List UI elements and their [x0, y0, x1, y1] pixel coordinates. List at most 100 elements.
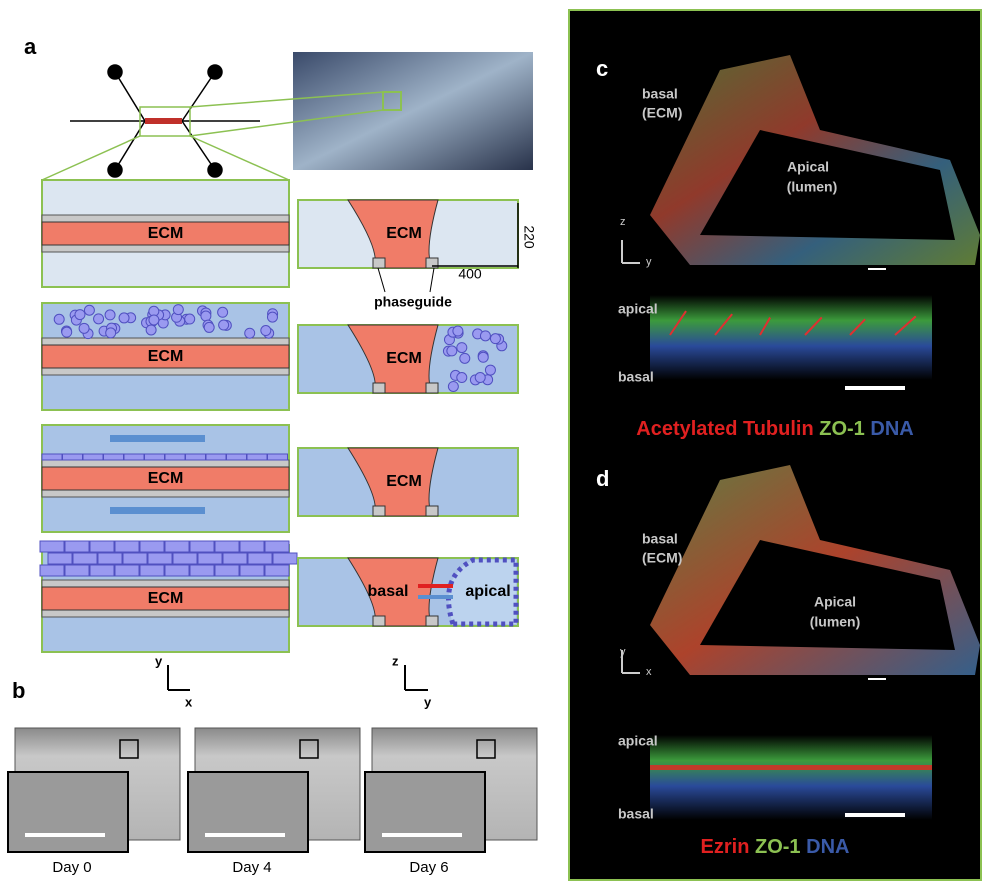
stain-name: ZO-1 [755, 836, 801, 858]
scale-bar [205, 833, 285, 837]
axis-label: x [646, 666, 652, 678]
cell [173, 553, 197, 564]
axis-label: y [155, 653, 163, 668]
cell [460, 353, 470, 363]
cell [185, 314, 195, 324]
ecm-label: ECM [148, 225, 184, 242]
shape [182, 72, 215, 121]
cell [98, 553, 122, 564]
phaseguide [373, 616, 385, 626]
label: (ECM) [642, 550, 682, 566]
axis-label: y [620, 646, 626, 658]
axis-label: y [646, 256, 652, 268]
cell [165, 454, 185, 460]
shape [430, 268, 434, 292]
transport-arrow [418, 584, 453, 588]
axes-icon [168, 665, 190, 690]
stain-name: Acetylated Tubulin [636, 418, 813, 440]
cell [219, 320, 229, 330]
cell [90, 541, 114, 552]
cell [186, 454, 206, 460]
scale-bar [25, 833, 105, 837]
panel-label: a [24, 34, 37, 59]
cell [115, 565, 139, 576]
cell [201, 311, 211, 321]
shape [190, 136, 289, 180]
cell [190, 565, 214, 576]
inset [365, 772, 485, 852]
cell [267, 312, 277, 322]
shape [378, 268, 385, 292]
ecm-label: ECM [148, 590, 184, 607]
cell [105, 310, 115, 320]
cell [480, 331, 490, 341]
phaseguide [373, 383, 385, 393]
cell [223, 553, 247, 564]
cell [248, 553, 272, 564]
cell [165, 565, 189, 576]
ecm-label: ECM [386, 350, 422, 367]
ecm-label: ECM [148, 470, 184, 487]
cell [65, 541, 89, 552]
cell [40, 541, 64, 552]
dim-label: 220 [521, 225, 537, 249]
plate-photo [293, 52, 533, 170]
cell [140, 541, 164, 552]
panel-label: d [596, 466, 609, 491]
label: (lumen) [810, 614, 861, 630]
label: (ECM) [642, 105, 682, 121]
cell [453, 326, 463, 336]
panel-label: c [596, 56, 608, 81]
cell [240, 565, 264, 576]
cell [106, 328, 116, 338]
label: apical [618, 301, 658, 317]
cell [485, 365, 495, 375]
label: Apical [787, 159, 829, 175]
cell [190, 541, 214, 552]
label: basal [618, 806, 654, 822]
cell [123, 553, 147, 564]
cell [245, 328, 255, 338]
cell [94, 314, 104, 324]
scale-bar [868, 678, 886, 680]
ecm-label: ECM [386, 473, 422, 490]
scale-bar [845, 386, 905, 390]
cell [268, 454, 288, 460]
shape [145, 118, 182, 124]
shape [42, 136, 140, 180]
cell [261, 326, 271, 336]
cell [62, 327, 72, 337]
cell [165, 541, 189, 552]
stain-name: Ezrin [701, 836, 750, 858]
cell [146, 325, 156, 335]
cell [273, 553, 297, 564]
cell [448, 381, 458, 391]
inset [188, 772, 308, 852]
transport-arrow [418, 595, 453, 599]
stain-name: DNA [806, 836, 849, 858]
shape [108, 163, 122, 177]
figure: a ECMECMECMECMECMECMECMbasalapical 220 4… [0, 0, 982, 881]
cell [90, 565, 114, 576]
cell [240, 541, 264, 552]
flow-arrow [110, 507, 205, 514]
cell [215, 541, 239, 552]
cell [198, 553, 222, 564]
cell [48, 553, 72, 564]
cell [475, 373, 485, 383]
label: Apical [814, 594, 856, 610]
axis-label: y [424, 694, 432, 709]
cell [204, 322, 214, 332]
cell [227, 454, 247, 460]
cell [218, 307, 228, 317]
cell [124, 454, 144, 460]
day-label: Day 4 [232, 859, 271, 876]
section-strip [650, 295, 932, 380]
cell [173, 305, 183, 315]
shape [208, 163, 222, 177]
cell [79, 323, 89, 333]
stain-name: ZO-1 [819, 418, 865, 440]
phaseguide [426, 383, 438, 393]
phaseguide [373, 258, 385, 268]
